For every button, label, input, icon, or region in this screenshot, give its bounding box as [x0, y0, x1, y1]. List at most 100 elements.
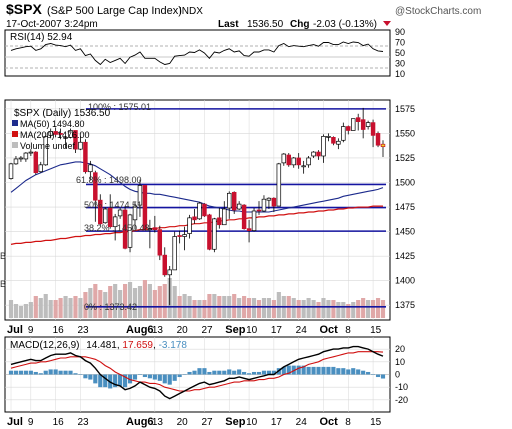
macd-histogram-bar	[63, 370, 68, 375]
candle-body	[346, 126, 351, 131]
x-tick-label: 20	[177, 417, 189, 428]
volume-bar	[68, 298, 73, 318]
volume-bar	[162, 284, 167, 318]
candle-body	[43, 136, 48, 166]
volume-bar	[321, 298, 326, 318]
volume-bar	[73, 296, 78, 318]
candle-body	[217, 217, 222, 226]
macd-histogram-bar	[207, 371, 212, 375]
candle-body	[182, 234, 187, 237]
macd-histogram-bar	[98, 374, 103, 388]
volume-bar	[147, 284, 152, 318]
rsi-tick-label: 50	[395, 48, 405, 58]
candle-body	[222, 208, 227, 226]
x-tick-label: 9	[28, 325, 34, 336]
candle-body	[351, 118, 356, 131]
rsi-tick-label: 70	[395, 38, 405, 48]
candle-body	[103, 208, 108, 224]
price-tick-label: 1425	[395, 251, 415, 261]
macd-histogram-bar	[43, 370, 48, 375]
macd-histogram-bar	[13, 370, 19, 375]
macd-histogram-bar	[227, 369, 232, 375]
x-tick-label: 9	[28, 417, 34, 428]
x-tick-label: Jul	[7, 324, 23, 336]
candle-body	[137, 185, 143, 206]
macd-histogram-bar	[78, 374, 83, 375]
candle-body	[48, 131, 53, 136]
x-tick-label: Aug6	[126, 324, 154, 336]
candle-body	[112, 216, 118, 228]
legend-volume: Volume undef	[20, 141, 76, 151]
candle-body	[68, 130, 73, 138]
price-tick-label: 1450	[395, 227, 415, 237]
candle-body	[98, 199, 103, 225]
candle-body	[341, 126, 346, 141]
candle-body	[157, 229, 163, 256]
candle-body	[266, 197, 272, 201]
volume-bar	[18, 306, 24, 318]
macd-histogram-bar	[147, 374, 152, 379]
volume-bar	[331, 300, 336, 318]
volume-bar	[63, 296, 68, 318]
macd-histogram-bar	[118, 374, 123, 386]
macd-histogram-bar	[192, 370, 197, 375]
header-exchange: INDX	[179, 6, 203, 17]
x-tick-label: 16	[53, 417, 65, 428]
fib-label-50: 50% : 1474.51	[84, 200, 142, 210]
macd-histogram-bar	[177, 374, 182, 378]
candle-body	[23, 152, 29, 160]
volume-bar	[53, 300, 58, 318]
volume-bar	[380, 300, 386, 318]
x-tick-label: 13	[152, 325, 164, 336]
candle-body	[281, 153, 287, 164]
x-tick-label: 23	[77, 325, 89, 336]
candle-body	[192, 216, 197, 221]
x-tick-label: Sep	[225, 416, 245, 428]
x-tick-label: 27	[201, 417, 213, 428]
macd-tick-label: 0	[395, 370, 400, 380]
macd-histogram-bar	[237, 369, 242, 375]
candle-body	[331, 136, 336, 144]
candle-body	[231, 191, 237, 211]
x-tick-label: 24	[296, 417, 308, 428]
watermark: @StockCharts.com	[395, 6, 481, 17]
volume-bar	[137, 286, 143, 318]
candle-body	[172, 236, 177, 271]
fib-label-618: 61.8% : 1498.00	[76, 175, 142, 185]
macd-label: MACD(12,26,9) 14.481, 17.659, -3.178	[10, 340, 187, 351]
volume-bar	[83, 292, 88, 318]
macd-tick-label: 20	[395, 344, 405, 354]
candle-body	[207, 214, 212, 250]
macd-histogram-bar	[103, 374, 108, 388]
legend-ma50-swatch	[12, 120, 18, 126]
macd-histogram-bar	[58, 370, 63, 375]
macd-histogram-bar	[18, 370, 24, 375]
candle-body	[53, 131, 58, 135]
volume-bar	[246, 298, 252, 318]
macd-histogram-bar	[113, 374, 118, 388]
candle-body	[38, 164, 43, 173]
x-tick-label: 15	[370, 325, 382, 336]
macd-histogram-bar	[370, 374, 376, 375]
candle-body	[132, 205, 138, 221]
x-tick-label: 27	[201, 325, 213, 336]
legend: MA(50) 1494.80 MA(200) 1476.00 Volume un…	[12, 119, 90, 151]
candle-body	[187, 217, 192, 234]
candle-body	[18, 157, 24, 160]
volume-bar	[311, 300, 316, 318]
macd-sep-1: ,	[117, 340, 123, 351]
macd-histogram-bar	[182, 374, 187, 375]
macd-histogram-bar	[306, 366, 311, 375]
macd-signal-value: 17.659	[122, 340, 153, 351]
macd-histogram-bar	[23, 370, 28, 375]
macd-hist-value: -3.178	[159, 340, 188, 351]
candle-body	[83, 141, 88, 173]
legend-ma50: MA(50) 1494.80	[20, 119, 85, 129]
macd-line	[10, 345, 384, 400]
candle-body	[177, 235, 182, 237]
macd-histogram-bar	[296, 365, 301, 375]
volume-bar	[113, 284, 118, 318]
price-title: $SPX (Daily) 1536.50	[14, 108, 111, 119]
down-arrow-icon	[383, 21, 391, 26]
ma200-line	[10, 205, 383, 245]
